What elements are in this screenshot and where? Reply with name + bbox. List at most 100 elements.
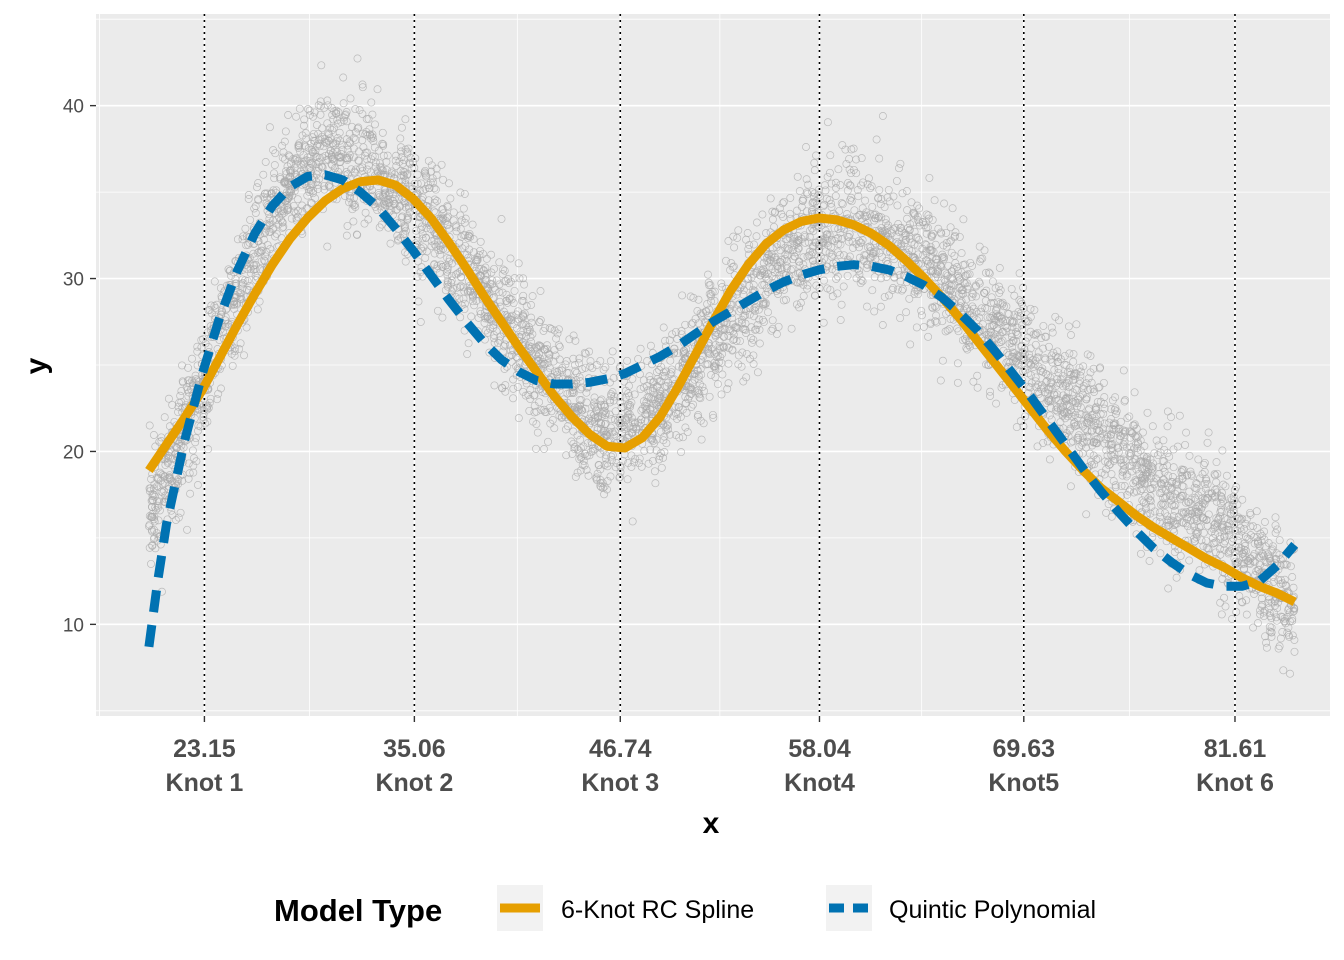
scatter-point	[1078, 420, 1086, 429]
scatter-point	[926, 242, 935, 251]
scatter-point	[278, 218, 287, 227]
scatter-point	[203, 417, 212, 426]
scatter-point	[781, 243, 790, 252]
scatter-point	[606, 423, 615, 432]
scatter-point	[1240, 559, 1249, 568]
scatter-point	[524, 322, 533, 331]
scatter-point	[1233, 500, 1242, 509]
scatter-point	[532, 444, 540, 453]
scatter-point	[649, 456, 657, 465]
scatter-point	[441, 216, 450, 225]
scatter-point	[188, 354, 196, 363]
scatter-point	[328, 149, 337, 157]
scatter-point	[750, 304, 759, 313]
scatter-point	[228, 361, 237, 370]
scatter-point	[345, 151, 354, 160]
scatter-point	[868, 202, 877, 211]
scatter-point	[1050, 366, 1059, 374]
scatter-point	[367, 134, 375, 143]
scatter-point	[724, 237, 733, 245]
scatter-point	[484, 312, 493, 321]
scatter-point	[860, 211, 869, 220]
scatter-point	[922, 210, 931, 219]
scatter-point	[606, 472, 615, 481]
scatter-point	[1119, 366, 1128, 375]
scatter-point	[1114, 448, 1123, 457]
scatter-point	[1260, 518, 1269, 526]
scatter-point	[803, 252, 812, 261]
scatter-point	[1223, 522, 1232, 531]
scatter-point	[542, 408, 551, 417]
scatter-point	[459, 204, 468, 213]
scatter-point	[365, 130, 374, 139]
scatter-point	[749, 360, 758, 368]
scatter-point	[1100, 419, 1109, 428]
scatter-point	[164, 473, 173, 482]
scatter-point	[704, 278, 713, 287]
scatter-point	[392, 162, 401, 170]
scatter-point	[1137, 464, 1146, 473]
scatter-point	[626, 402, 634, 411]
scatter-point	[503, 298, 512, 307]
scatter-point	[404, 144, 413, 153]
scatter-point	[339, 99, 348, 108]
scatter-point	[1026, 327, 1035, 336]
scatter-point	[674, 409, 683, 418]
scatter-point	[776, 204, 784, 213]
scatter-point	[308, 133, 317, 142]
scatter-point	[573, 468, 582, 477]
scatter-point	[361, 208, 370, 217]
scatter-point	[519, 291, 528, 300]
scatter-point	[487, 250, 496, 259]
scatter-point	[453, 283, 462, 292]
scatter-point	[905, 245, 914, 254]
scatter-point	[1190, 534, 1198, 543]
scatter-point	[1083, 414, 1092, 423]
scatter-point	[1083, 427, 1092, 436]
scatter-point	[945, 325, 954, 334]
scatter-point	[1199, 460, 1208, 469]
scatter-point	[1065, 410, 1073, 419]
scatter-point	[260, 229, 269, 238]
scatter-point	[749, 312, 758, 321]
scatter-point	[276, 215, 285, 224]
scatter-point	[1154, 441, 1163, 450]
scatter-point	[832, 234, 841, 243]
scatter-point	[779, 212, 788, 221]
scatter-point	[898, 189, 907, 198]
scatter-point	[168, 454, 177, 463]
scatter-point	[145, 520, 154, 529]
scatter-point	[436, 250, 445, 259]
scatter-point	[697, 370, 706, 379]
scatter-point	[199, 335, 208, 344]
scatter-point	[1136, 446, 1145, 455]
scatter-point	[309, 148, 318, 157]
scatter-point	[1013, 312, 1022, 321]
scatter-point	[595, 418, 604, 427]
scatter-point	[519, 274, 528, 283]
scatter-point	[1282, 560, 1291, 569]
scatter-point	[749, 335, 758, 344]
scatter-point	[1150, 480, 1159, 489]
scatter-point	[1266, 557, 1275, 566]
scatter-point	[438, 205, 447, 214]
scatter-point	[910, 254, 919, 263]
scatter-point	[689, 293, 698, 302]
scatter-point	[760, 317, 768, 326]
scatter-point	[964, 341, 973, 349]
scatter-point	[922, 247, 931, 256]
scatter-point	[881, 219, 890, 228]
scatter-point	[735, 307, 744, 316]
scatter-point	[291, 159, 300, 168]
scatter-point	[810, 291, 819, 300]
scatter-point	[675, 433, 684, 442]
scatter-point	[734, 351, 743, 360]
scatter-point	[1064, 388, 1073, 397]
scatter-point	[694, 375, 703, 384]
scatter-point	[1007, 318, 1016, 326]
scatter-point	[1150, 449, 1159, 458]
scatter-point	[315, 142, 324, 151]
scatter-point	[632, 423, 641, 432]
scatter-point	[176, 508, 185, 517]
scatter-point	[394, 236, 402, 245]
